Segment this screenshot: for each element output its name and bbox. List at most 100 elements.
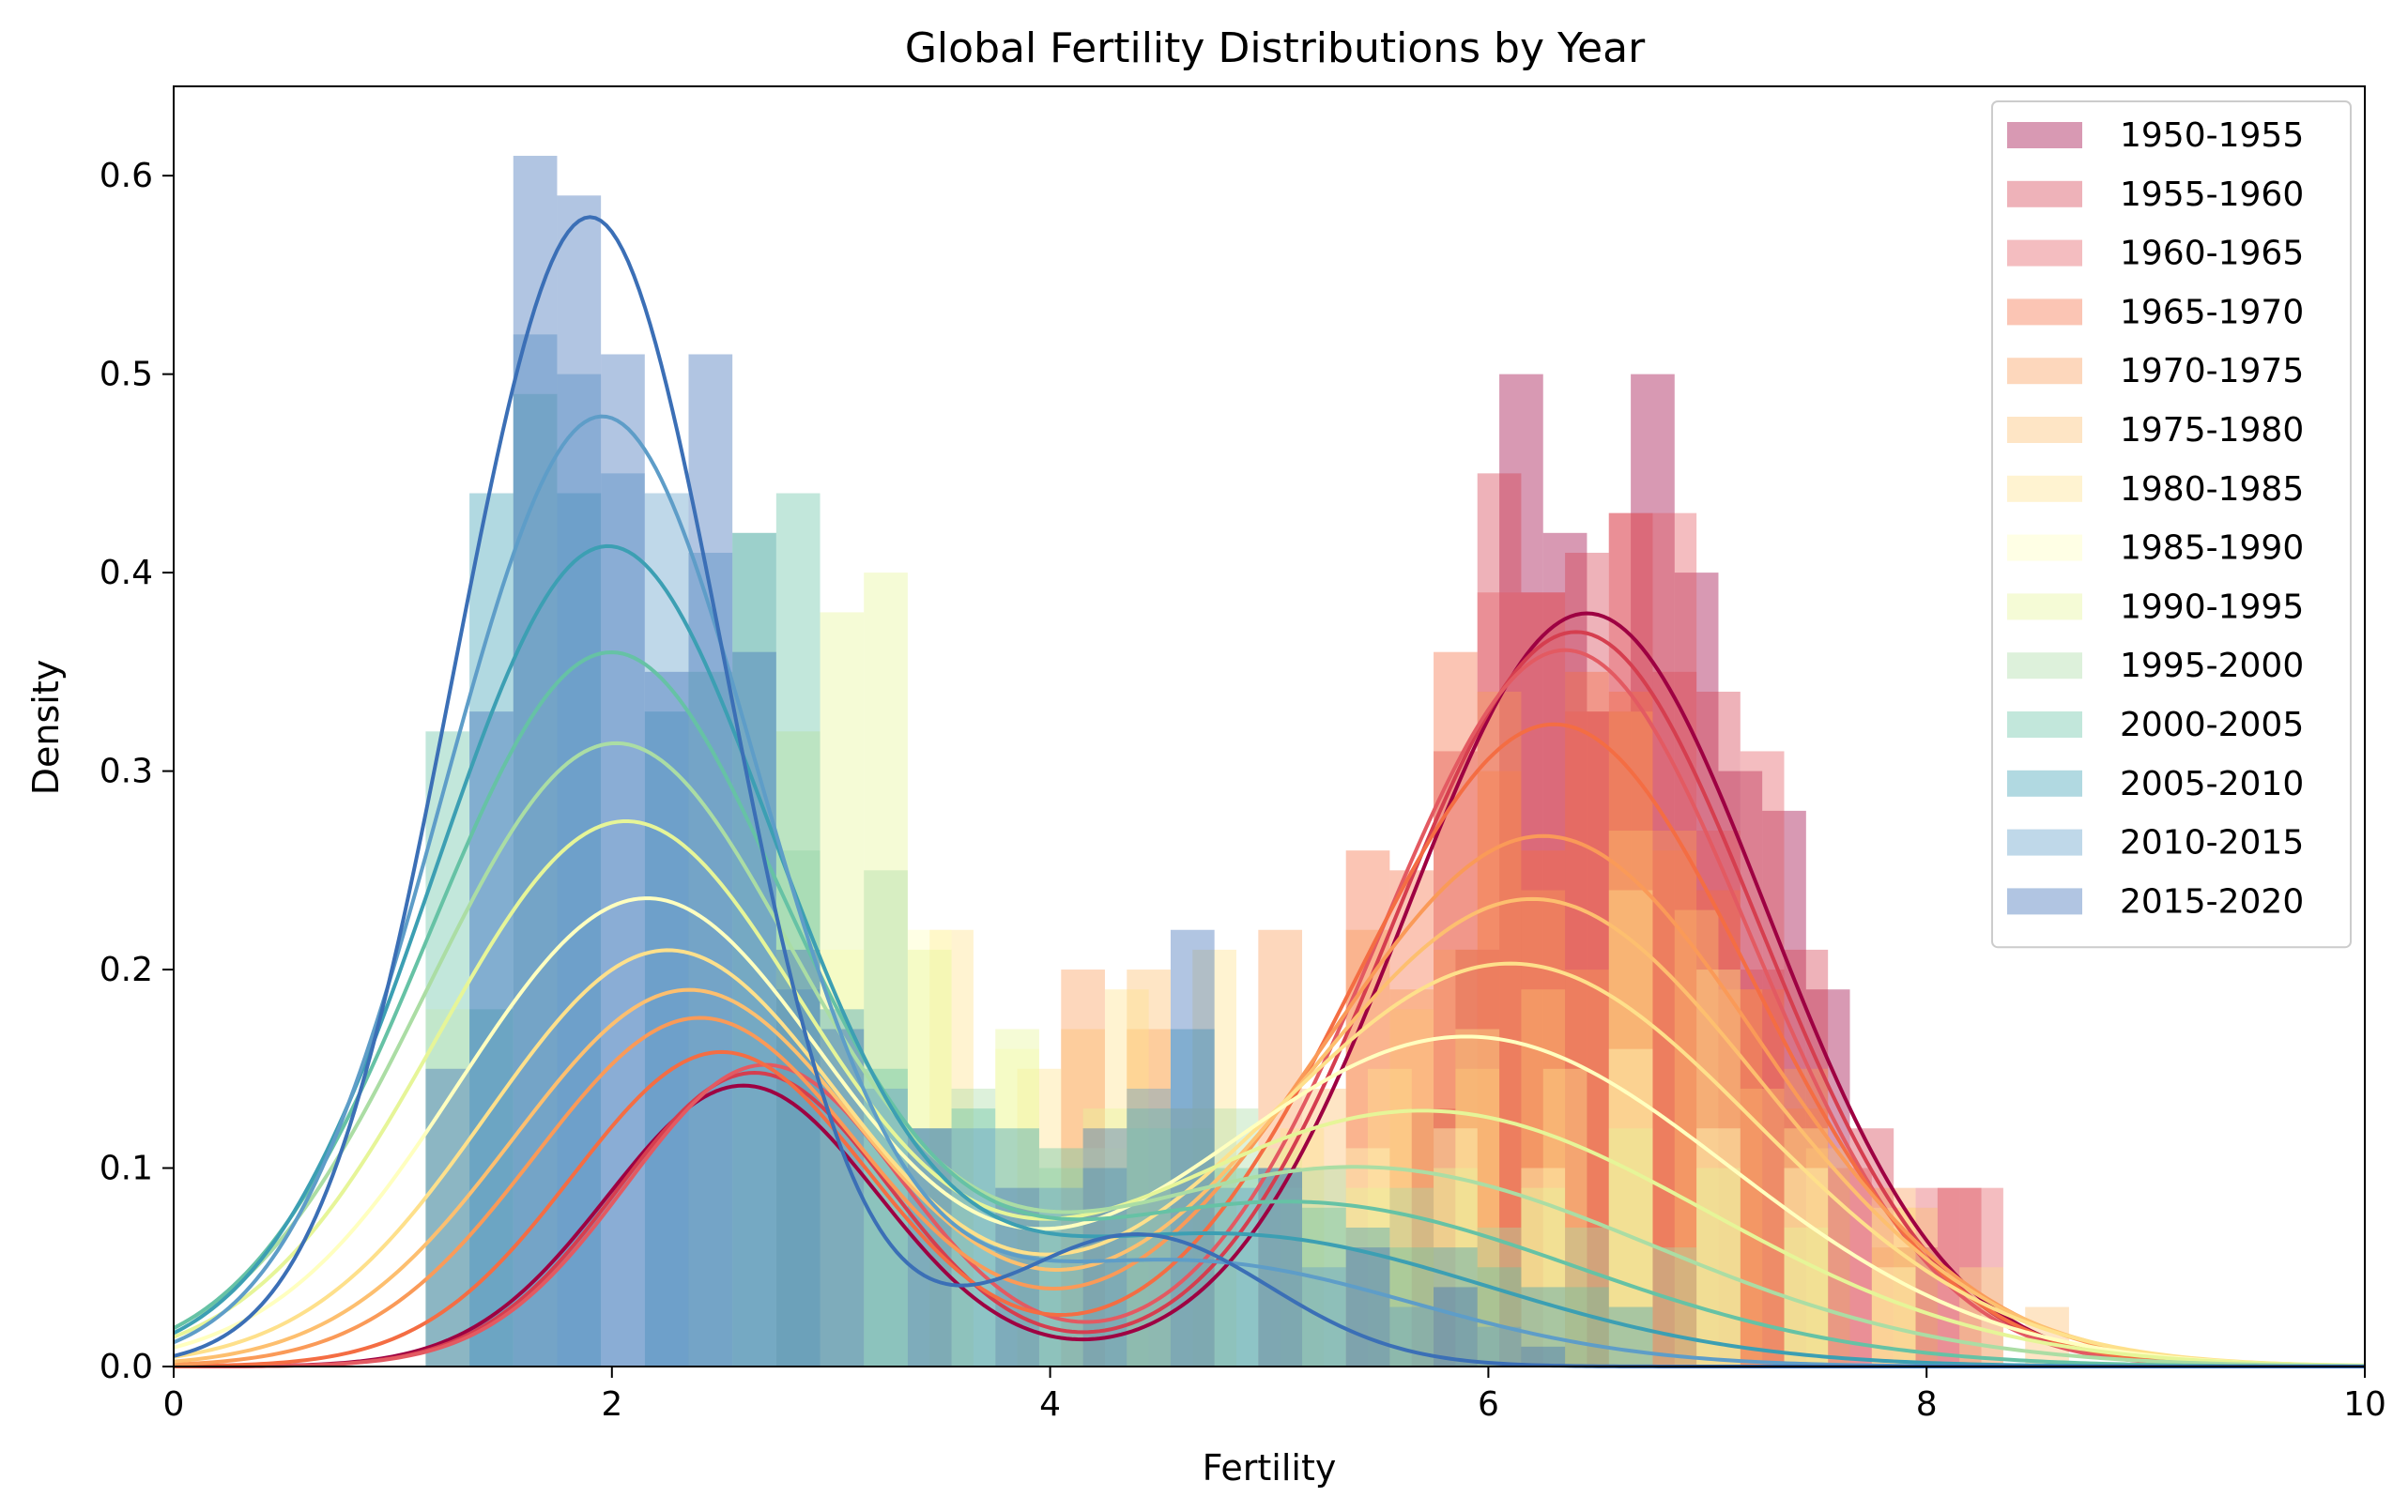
bar-2000-2005-13 bbox=[1565, 1287, 1609, 1367]
y-tick-label: 0.0 bbox=[100, 1348, 153, 1386]
bar-1990-1995-0 bbox=[775, 731, 821, 1367]
bar-1985-1990-2 bbox=[907, 929, 952, 1367]
bar-2010-2015-12 bbox=[1389, 1306, 1434, 1367]
y-tick-label: 0.6 bbox=[100, 157, 153, 195]
bar-2005-2010-0 bbox=[469, 493, 514, 1367]
bar-1965-1970-3 bbox=[1477, 771, 1522, 1367]
bar-1960-1965-6 bbox=[1740, 751, 1785, 1367]
bar-1970-1975-0 bbox=[1061, 970, 1105, 1367]
bar-1955-1960-2 bbox=[1521, 592, 1566, 1367]
bar-1965-1970-5 bbox=[1565, 671, 1609, 1367]
bar-2000-2005-10 bbox=[1302, 1207, 1346, 1367]
legend-label: 1970-1975 bbox=[2120, 352, 2304, 390]
x-axis-label: Fertility bbox=[1203, 1447, 1337, 1489]
kde-line-1995-2000 bbox=[173, 741, 2366, 1368]
legend-label: 2005-2010 bbox=[2120, 765, 2304, 803]
chart-title: Global Fertility Distributions by Year bbox=[905, 24, 1646, 72]
bar-1950-1955-0 bbox=[1411, 1108, 1456, 1367]
legend-box bbox=[1991, 100, 2352, 949]
bar-1960-1965-1 bbox=[1521, 592, 1566, 1367]
legend-label: 2015-2020 bbox=[2120, 882, 2304, 921]
legend-swatch bbox=[2007, 652, 2082, 680]
bar-1975-1980-2 bbox=[1170, 1108, 1215, 1367]
bar-1970-1975-11 bbox=[1718, 989, 1763, 1367]
legend-swatch bbox=[2007, 534, 2082, 561]
kde-line-1990-1995 bbox=[173, 818, 2366, 1367]
bar-1980-1985-3 bbox=[1192, 949, 1236, 1367]
bars-1970-1975 bbox=[1061, 691, 1916, 1367]
legend-label: 1995-2000 bbox=[2120, 647, 2304, 685]
bar-1995-2000-11 bbox=[1652, 1247, 1697, 1367]
bar-1985-1990-10 bbox=[1608, 1048, 1653, 1367]
bar-1955-1960-7 bbox=[1740, 970, 1785, 1367]
bar-1980-1985-10 bbox=[1784, 1128, 1829, 1367]
legend-swatch bbox=[2007, 298, 2082, 326]
bar-1955-1960-1 bbox=[1477, 473, 1522, 1367]
bar-2010-2015-13 bbox=[1477, 1326, 1522, 1367]
kde-curves bbox=[173, 215, 2366, 1368]
bar-2015-2020-13 bbox=[1170, 929, 1215, 1367]
bar-2015-2020-3 bbox=[557, 195, 602, 1367]
bar-1970-1975-8 bbox=[1565, 970, 1609, 1367]
legend-label: 1980-1985 bbox=[2120, 470, 2304, 509]
bar-1975-1980-10 bbox=[1805, 1148, 1850, 1367]
legend-label: 1950-1955 bbox=[2120, 116, 2304, 155]
legend: 1950-1955 1955-1960 1960-1965 1965-1970 1970… bbox=[1991, 100, 2352, 949]
bars-1985-1990 bbox=[425, 929, 1916, 1367]
plot-area bbox=[173, 156, 2366, 1368]
bar-1950-1955-3 bbox=[1542, 532, 1587, 1367]
legend-swatch bbox=[2007, 122, 2082, 148]
bar-1970-1975-9 bbox=[1608, 711, 1653, 1367]
bar-2010-2015-2 bbox=[601, 473, 645, 1367]
bars-1965-1970 bbox=[1345, 651, 1916, 1367]
y-tick-label: 0.5 bbox=[100, 356, 153, 394]
y-tick-label: 0.1 bbox=[100, 1150, 153, 1188]
bar-2010-2015-3 bbox=[644, 493, 689, 1367]
bar-2010-2015-0 bbox=[513, 334, 558, 1367]
x-tick-label: 0 bbox=[163, 1385, 185, 1424]
bar-1970-1975-6 bbox=[1477, 691, 1522, 1367]
bar-1955-1960-0 bbox=[1434, 751, 1478, 1367]
bar-1985-1990-5 bbox=[1170, 1108, 1215, 1367]
bars-1995-2000 bbox=[732, 532, 1697, 1367]
bar-2005-2010-2 bbox=[644, 711, 689, 1367]
bars-1990-1995 bbox=[775, 573, 1829, 1367]
bar-1965-1970-0 bbox=[1345, 850, 1390, 1367]
bar-1965-1970-1 bbox=[1389, 870, 1434, 1367]
bar-1950-1955-5 bbox=[1631, 374, 1675, 1367]
legend-swatch bbox=[2007, 770, 2082, 797]
bar-2015-2020-1 bbox=[469, 711, 514, 1367]
x-tick-label: 8 bbox=[1916, 1385, 1938, 1424]
bar-1970-1975-5 bbox=[1434, 949, 1478, 1367]
bar-1970-1975-10 bbox=[1652, 831, 1697, 1367]
legend-swatch bbox=[2007, 475, 2082, 502]
bar-1990-1995-2 bbox=[864, 573, 908, 1367]
bar-2015-2020-17 bbox=[1521, 1346, 1566, 1367]
legend-label: 1990-1995 bbox=[2120, 588, 2304, 626]
bar-2015-2020-15 bbox=[1345, 1247, 1390, 1367]
bar-1990-1995-7 bbox=[1258, 1148, 1303, 1367]
bar-1965-1970-8 bbox=[1696, 890, 1741, 1367]
y-axis-label: Density bbox=[25, 660, 67, 795]
bar-1965-1970-7 bbox=[1652, 850, 1697, 1367]
bar-2015-2020-4 bbox=[601, 354, 645, 1367]
bar-1980-1985-5 bbox=[1368, 1068, 1412, 1367]
legend-swatch bbox=[2007, 180, 2082, 207]
bar-1960-1965-9 bbox=[1959, 1187, 2003, 1367]
legend-swatch bbox=[2007, 593, 2082, 620]
bar-1955-1960-5 bbox=[1652, 671, 1697, 1367]
axes-frame bbox=[173, 85, 2366, 1367]
legend-swatch bbox=[2007, 711, 2082, 738]
x-tick-label: 2 bbox=[601, 1385, 622, 1424]
legend-label: 1975-1980 bbox=[2120, 411, 2304, 450]
bar-1985-1990-8 bbox=[1434, 1128, 1478, 1367]
bar-2010-2015-6 bbox=[864, 1088, 908, 1367]
legend-swatch bbox=[2007, 888, 2082, 915]
bars-1950-1955 bbox=[1411, 374, 1938, 1367]
bars-2010-2015 bbox=[513, 334, 1522, 1367]
bar-1950-1955-1 bbox=[1455, 949, 1500, 1367]
legend-label: 1960-1965 bbox=[2120, 235, 2304, 273]
kde-line-1985-1990 bbox=[173, 896, 2366, 1367]
bar-1955-1960-3 bbox=[1565, 552, 1609, 1367]
